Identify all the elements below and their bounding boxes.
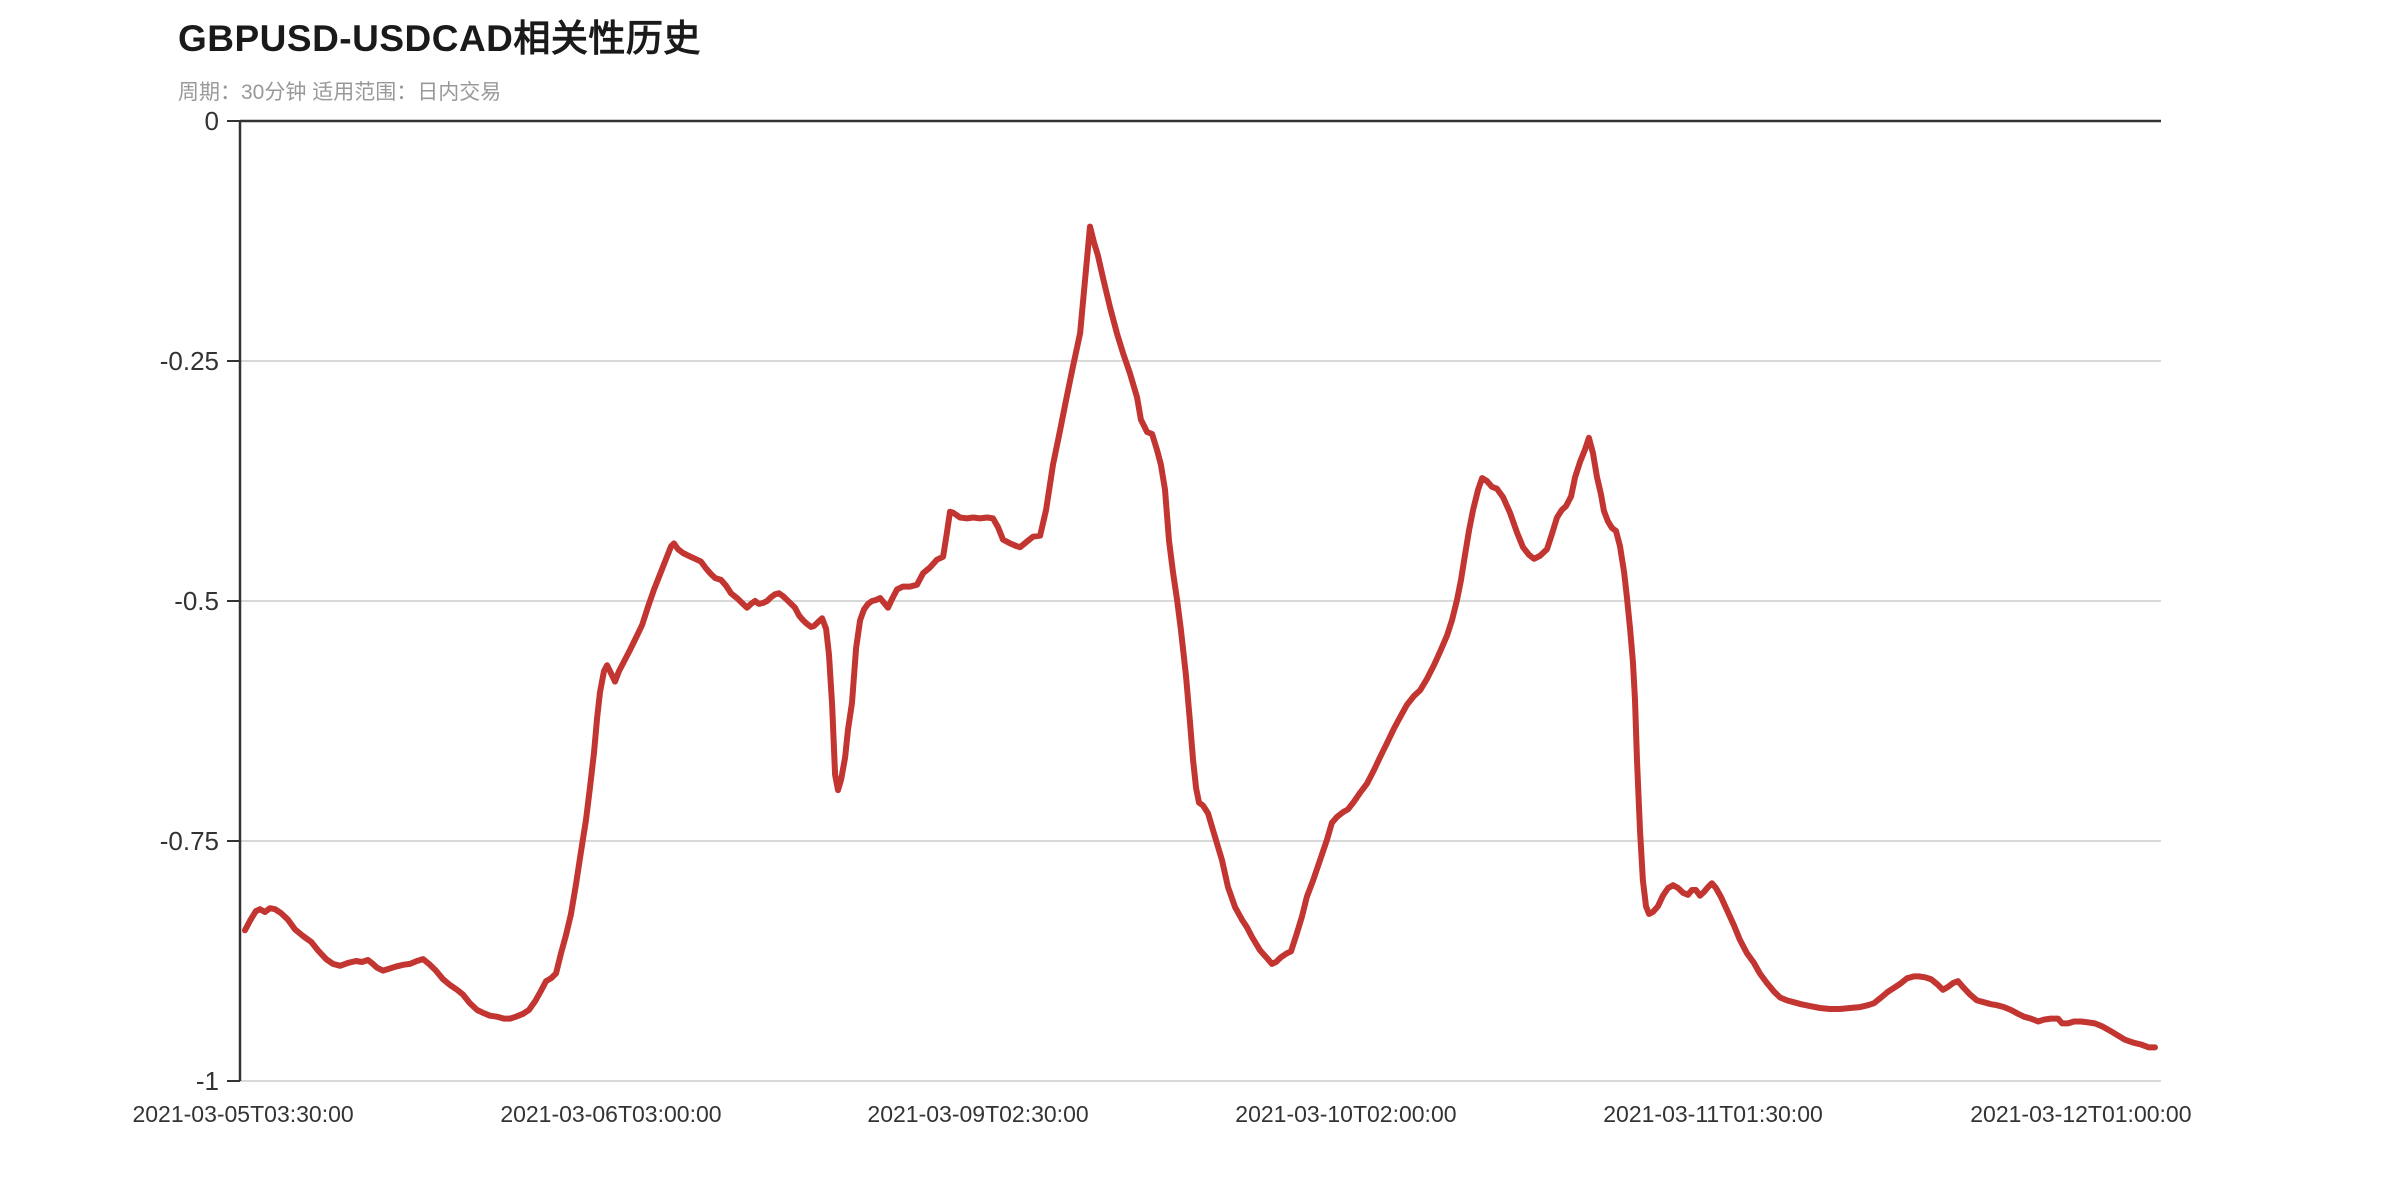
y-tick-label: 0	[205, 106, 219, 136]
x-tick-label: 2021-03-11T01:30:00	[1603, 1101, 1823, 1127]
correlation-line	[242, 223, 2158, 1051]
x-tick-label: 2021-03-06T03:00:00	[500, 1101, 721, 1127]
x-tick-label: 2021-03-10T02:00:00	[1235, 1101, 1456, 1127]
chart-title: GBPUSD-USDCAD相关性历史	[178, 18, 701, 59]
y-tick-label: -0.5	[174, 586, 219, 616]
y-tick-label: -0.75	[160, 826, 219, 856]
y-tick-label: -0.25	[160, 346, 219, 376]
x-tick-label: 2021-03-09T02:30:00	[867, 1101, 1088, 1127]
chart-subtitle: 周期：30分钟 适用范围：日内交易	[178, 81, 502, 104]
y-tick-label: -1	[196, 1066, 219, 1096]
chart-header: GBPUSD-USDCAD相关性历史 周期：30分钟 适用范围：日内交易	[178, 8, 701, 106]
x-tick-label: 2021-03-05T03:30:00	[132, 1101, 353, 1127]
x-tick-label: 2021-03-12T01:00:00	[1970, 1101, 2191, 1127]
